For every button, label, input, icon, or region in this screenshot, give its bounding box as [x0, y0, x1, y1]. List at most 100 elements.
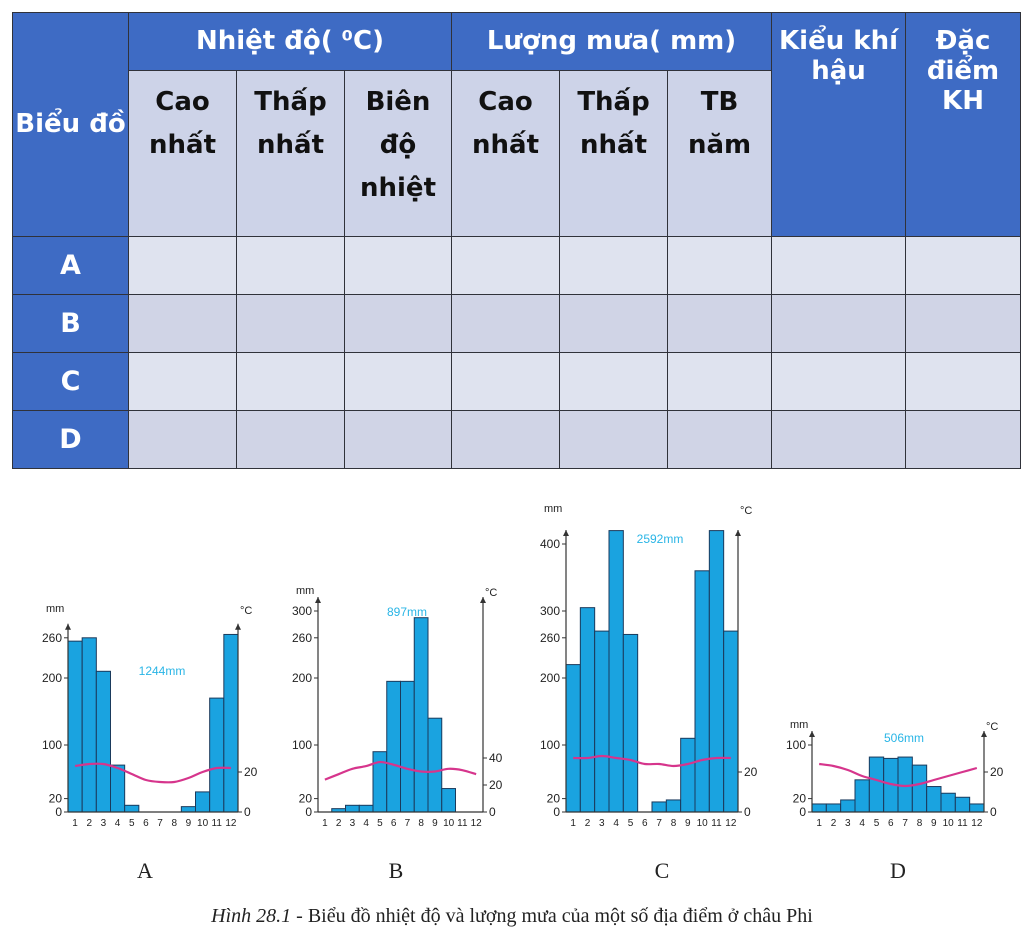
figure-caption: Hình 28.1 - Biểu đồ nhiệt độ và lượng mư… — [0, 905, 1024, 928]
col-header-chart: Biểu đồ — [12, 12, 129, 237]
y-tick-label: 0 — [305, 805, 312, 819]
y-tick-label: 20 — [547, 792, 561, 806]
y-unit-label: mm — [790, 719, 808, 731]
rain-bar — [911, 764, 928, 813]
subheader-temp-max: Cao nhất — [128, 70, 237, 237]
table-cell[interactable] — [771, 236, 907, 295]
table-row: B — [12, 294, 1022, 353]
table-cell[interactable] — [559, 352, 669, 411]
table-cell[interactable] — [905, 352, 1022, 411]
table-cell[interactable] — [667, 294, 773, 353]
header-climate-type: Kiểu khí hậu — [771, 12, 907, 237]
x-tick-label: 4 — [613, 818, 619, 829]
table-cell[interactable] — [905, 294, 1022, 353]
table-cell[interactable] — [128, 294, 237, 353]
table-cell[interactable] — [771, 410, 907, 469]
table-cell[interactable] — [451, 236, 561, 295]
x-tick-label: 11 — [957, 818, 968, 829]
table-cell[interactable] — [343, 352, 453, 411]
table-cell[interactable] — [559, 294, 669, 353]
table-cell[interactable] — [128, 410, 237, 469]
figure-caption-text: - Biểu đồ nhiệt độ và lượng mưa của một … — [291, 905, 813, 927]
x-tick-label: 8 — [171, 818, 177, 829]
table-cell[interactable] — [451, 410, 561, 469]
table-cell[interactable] — [343, 236, 453, 295]
table-cell[interactable] — [667, 236, 773, 295]
rain-bar — [926, 786, 942, 813]
table-cell[interactable] — [236, 410, 345, 469]
table-cell[interactable] — [559, 410, 669, 469]
table-cell[interactable] — [771, 352, 907, 411]
table-cell[interactable] — [236, 294, 345, 353]
rain-bar — [441, 788, 456, 813]
x-tick-label: 5 — [129, 818, 135, 829]
x-tick-label: 11 — [457, 818, 468, 829]
t-tick-label: 20 — [990, 765, 1004, 779]
rain-bar — [969, 803, 985, 813]
annual-rainfall-label: 1244mm — [139, 664, 186, 678]
axis-arrow-icon — [315, 597, 321, 603]
table-cell[interactable] — [667, 410, 773, 469]
rain-bar — [372, 751, 388, 813]
table-cell[interactable] — [343, 410, 453, 469]
annual-rainfall-label: 2592mm — [637, 532, 684, 546]
x-tick-label: 8 — [917, 818, 923, 829]
table-cell[interactable] — [128, 236, 237, 295]
x-tick-label: 9 — [685, 818, 691, 829]
table-cell[interactable] — [128, 352, 237, 411]
x-tick-label: 12 — [225, 818, 237, 829]
x-tick-label: 2 — [86, 818, 92, 829]
table-cell[interactable] — [451, 294, 561, 353]
chart-letter-label: B — [389, 858, 404, 883]
x-tick-label: 4 — [859, 818, 865, 829]
table-cell[interactable] — [343, 294, 453, 353]
rain-bar — [358, 804, 374, 813]
t-tick-label: 20 — [244, 765, 258, 779]
t-unit-label: °C — [240, 605, 252, 617]
table-cell[interactable] — [771, 294, 907, 353]
header-climate-features: Đặc điểm KH — [905, 12, 1022, 237]
y-tick-label: 200 — [292, 671, 312, 685]
t-tick-label: 0 — [990, 805, 997, 819]
axis-arrow-icon — [735, 530, 741, 536]
x-tick-label: 10 — [443, 818, 455, 829]
subheader-temp-min: Thấp nhất — [236, 70, 345, 237]
x-tick-label: 1 — [816, 818, 822, 829]
x-tick-label: 9 — [432, 818, 438, 829]
rain-bar — [386, 680, 401, 813]
rain-bar — [427, 717, 443, 813]
table-row: A — [12, 236, 1022, 295]
table-cell[interactable] — [667, 352, 773, 411]
rain-bar — [124, 804, 140, 813]
table-cell[interactable] — [905, 410, 1022, 469]
table-cell[interactable] — [236, 352, 345, 411]
x-tick-label: 12 — [725, 818, 737, 829]
y-tick-label: 260 — [42, 631, 62, 645]
x-tick-label: 3 — [101, 818, 107, 829]
x-tick-label: 7 — [656, 818, 662, 829]
x-tick-label: 3 — [599, 818, 605, 829]
x-tick-label: 6 — [888, 818, 894, 829]
row-label: D — [12, 410, 129, 469]
axis-arrow-icon — [480, 597, 486, 603]
table-cell[interactable] — [905, 236, 1022, 295]
subheader-rain-min: Thấp nhất — [559, 70, 669, 237]
t-unit-label: °C — [485, 587, 497, 599]
row-label: C — [12, 352, 129, 411]
x-tick-label: 6 — [642, 818, 648, 829]
table-cell[interactable] — [451, 352, 561, 411]
subheader-temp-range: Biên độ nhiệt — [343, 70, 453, 237]
x-tick-label: 5 — [628, 818, 634, 829]
x-tick-label: 2 — [831, 818, 837, 829]
x-tick-label: 5 — [874, 818, 880, 829]
table-cell[interactable] — [236, 236, 345, 295]
x-tick-label: 10 — [943, 818, 955, 829]
table-cell[interactable] — [559, 236, 669, 295]
rain-bar — [651, 801, 667, 813]
rain-bar — [413, 617, 429, 813]
rain-bar — [594, 630, 610, 813]
